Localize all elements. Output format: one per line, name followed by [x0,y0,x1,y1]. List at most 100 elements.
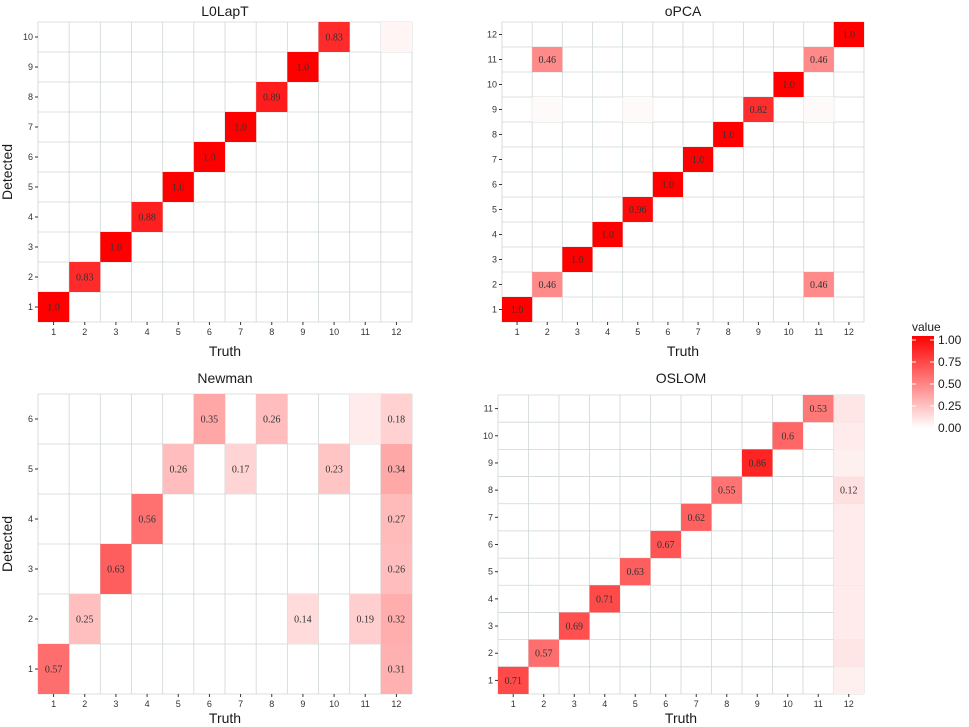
heatmap-cell [711,476,742,504]
cell-value-label: 0.86 [749,458,767,469]
x-axis-ticks: 1 2 3 4 5 6 7 8 9 10 11 12 [51,322,401,337]
y-tick-label: 1 [488,675,493,685]
heatmap-cell [650,530,681,559]
cell-value-label: 0.31 [388,665,406,676]
cell-value-label: 1.0 [601,230,614,241]
y-tick-label: 5 [488,567,493,577]
legend-title: value [912,320,941,334]
heatmap-cell [833,22,864,47]
cell-value-label: 1.0 [172,183,185,194]
y-tick-label: 5 [28,464,33,474]
cell-value-label: 1.0 [782,80,795,91]
heatmap-cell [773,72,804,97]
cell-value-label: 0.18 [388,415,406,426]
cell-value-label: 0.56 [138,515,156,526]
y-tick-label: 11 [488,55,497,65]
heatmap-cell [380,644,412,694]
y-tick-label: 11 [484,404,493,414]
y-axis-ticks: 1 2 3 4 5 6 7 8 9 10 11 [483,404,498,685]
x-axis-ticks: 1 2 3 4 5 6 7 8 9 10 11 12 [51,694,401,709]
cell-value-label: 0.83 [76,273,94,284]
x-tick-label: 9 [755,699,760,709]
x-tick-label: 2 [545,327,550,337]
x-tick-label: 7 [694,699,699,709]
heatmap-cell [380,22,412,52]
cell-value-label: 0.35 [201,415,219,426]
y-tick-label: 3 [488,621,493,631]
cell-value-label: 0.46 [539,280,557,291]
heatmap-cell [532,272,563,297]
heatmap-cell [287,52,319,82]
heatmap-cell [743,97,774,122]
legend-tick-label: 0.75 [938,355,962,369]
x-axis-ticks: 1 2 3 4 5 6 7 8 9 10 11 12 [511,694,854,709]
heatmap-cell [833,639,864,667]
heatmap-cell [100,544,132,594]
x-axis-title: Truth [667,343,699,359]
heatmap-cell [681,503,712,531]
x-tick-label: 2 [82,327,87,337]
cell-value-label: 1.0 [203,153,216,164]
cell-value-label: 0.12 [840,486,858,497]
heatmap-cell [589,585,620,613]
y-tick-label: 6 [28,414,33,424]
x-tick-label: 5 [633,699,638,709]
x-tick-label: 6 [663,699,668,709]
x-tick-label: 11 [361,327,370,337]
cell-value-label: 1.0 [234,123,247,134]
cell-value-label: 0.14 [294,615,312,626]
heatmap-panel-newman: 0.57 0.31 0.25 0.14 0.19 0.32 0.63 0.26 0.56 0.27… [0,370,413,726]
heatmap-cell [193,394,225,444]
y-tick-label: 10 [23,32,33,42]
heatmap-cell [532,97,563,122]
cell-value-label: 0.55 [718,486,736,497]
x-tick-label: 11 [361,699,370,709]
y-tick-label: 6 [492,180,497,190]
heatmap-cell [683,147,714,172]
x-tick-label: 10 [329,699,339,709]
cells: 0.71 0.57 0.69 0.71 0.63 0.67 0.62 0.55 0.86 0.6 0… [498,395,864,694]
y-tick-label: 4 [28,212,33,222]
cell-value-label: 0.23 [325,465,343,476]
legend-tick-label: 0.25 [938,399,962,413]
heatmap-cell [318,22,350,52]
cell-value-label: 0.19 [357,615,375,626]
x-tick-label: 11 [814,699,823,709]
y-tick-label: 8 [28,92,33,102]
x-tick-label: 8 [726,327,731,337]
x-tick-label: 1 [515,327,520,337]
y-axis-title: Detected [0,516,15,572]
heatmap-cell [162,172,194,202]
heatmap-panel-oslom: 0.71 0.57 0.69 0.71 0.63 0.67 0.62 0.55 0.86 0.6 0… [483,370,865,726]
heatmap-cell [69,594,101,644]
heatmap-cell [131,202,163,232]
y-tick-label: 4 [488,594,493,604]
x-tick-label: 3 [113,699,118,709]
heatmap-cell [742,449,773,477]
x-tick-label: 5 [635,327,640,337]
heatmap-cell [713,122,744,147]
cell-value-label: 0.6 [782,431,795,442]
heatmap-cell [622,197,653,222]
heatmap-cell [620,558,651,586]
y-tick-label: 7 [492,155,497,165]
cell-value-label: 0.63 [107,565,125,576]
heatmap-cell [349,394,381,444]
panel-title: OSLOM [656,370,707,386]
heatmap-cell [833,476,864,504]
cell-value-label: 0.71 [596,594,614,605]
x-tick-label: 5 [176,699,181,709]
x-tick-label: 7 [238,327,243,337]
heatmap-cell [256,82,288,112]
heatmap-cell [592,222,623,247]
heatmap-cell [772,422,803,450]
y-tick-label: 4 [28,514,33,524]
heatmap-cell [528,639,559,667]
cell-value-label: 0.53 [810,404,828,415]
legend-colorbar [912,336,934,428]
cells: 1.0 0.83 1.0 0.88 1.0 1.0 1.0 0.89 1.0 0.83 [38,22,412,322]
y-tick-label: 1 [28,302,33,312]
y-tick-label: 2 [28,614,33,624]
heatmap-cell [69,262,101,292]
